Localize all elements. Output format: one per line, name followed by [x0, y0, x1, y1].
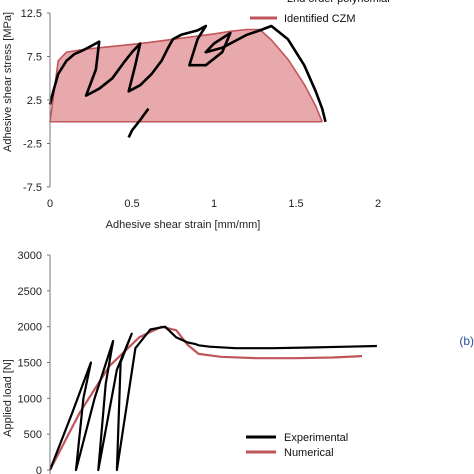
y-tick-label: 1000 — [18, 393, 42, 405]
legend-label-czm: Identified CZM — [284, 13, 356, 25]
y-tick-label: 2.5 — [27, 95, 42, 107]
experimental-tail — [127, 107, 150, 138]
panel-label: (b) — [459, 334, 474, 348]
y-tick-label: 2500 — [18, 286, 42, 298]
experimental-curve — [48, 24, 327, 123]
y-tick-label: -7.5 — [23, 182, 42, 194]
y-tick-label: 1500 — [18, 358, 42, 370]
chart-panel-a: 12.5 7.5 2.5 -2.5 -7.5 0 0.5 1 1.5 2 Adhesive shea… — [2, 0, 390, 231]
legend-label-numerical: Numerical — [284, 447, 334, 459]
legend-label-experimental: Experimental — [284, 432, 348, 444]
x-tick-label: 0.5 — [124, 198, 139, 210]
y-tick-label: 3000 — [18, 250, 42, 262]
y-tick-label: 0 — [36, 465, 42, 474]
legend-label-polynomial: 2nd order polynomial — [287, 0, 390, 5]
y-tick-label: 500 — [24, 429, 42, 441]
experimental-curve — [48, 325, 377, 472]
x-axis-title: Adhesive shear strain [mm/mm] — [106, 219, 261, 231]
chart-panel-b: 3000 2500 2000 1500 1000 500 0 Applied load [N]… — [2, 250, 474, 474]
czm-area — [50, 29, 323, 122]
y-tick-label: 7.5 — [27, 52, 42, 64]
czm-curve — [49, 28, 323, 123]
y-tick-label: -2.5 — [23, 139, 42, 151]
x-tick-label: 1 — [211, 198, 217, 210]
y-tick-label: 2000 — [18, 322, 42, 334]
y-axis-title: Adhesive shear stress [MPa] — [2, 12, 14, 152]
y-tick-label: 12.5 — [21, 8, 42, 20]
x-tick-label: 0 — [47, 198, 53, 210]
x-tick-label: 1.5 — [288, 198, 303, 210]
y-axis-title: Applied load [N] — [2, 359, 14, 437]
x-tick-label: 2 — [375, 198, 381, 210]
